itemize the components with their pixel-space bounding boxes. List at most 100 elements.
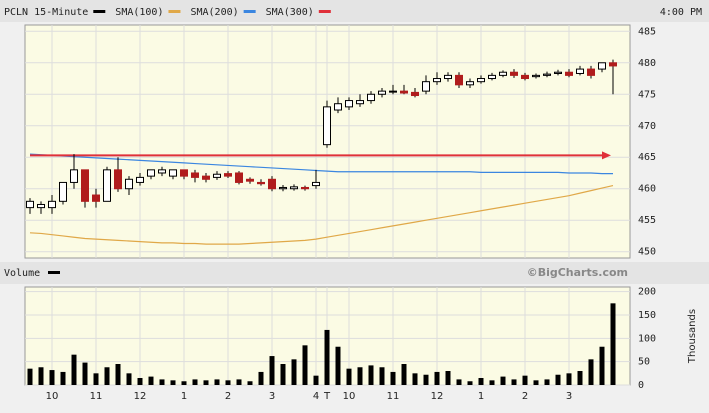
volume-bar	[159, 379, 165, 385]
candle-body	[444, 74, 452, 80]
candle-body	[532, 74, 540, 78]
candle-body	[389, 90, 397, 93]
volume-bar	[82, 362, 88, 385]
volume-bar	[555, 374, 561, 385]
y-tick-label: 485	[638, 26, 656, 37]
volume-bar	[335, 346, 341, 385]
volume-bar	[588, 359, 594, 385]
volume-bar	[434, 371, 440, 385]
x-tick-label: T	[323, 391, 331, 402]
time-label: 4:00 PM	[660, 7, 702, 18]
legend-swatch	[243, 10, 256, 13]
volume-bar	[324, 329, 330, 385]
candle-body	[290, 186, 298, 190]
volume-bar	[93, 373, 99, 385]
volume-bar	[566, 373, 572, 385]
candle-body	[466, 81, 474, 86]
candle-body	[48, 200, 56, 209]
candle-body	[455, 74, 463, 86]
x-tick-label: 11	[90, 391, 103, 402]
candle-body	[323, 106, 331, 146]
volume-bar	[511, 379, 517, 385]
volume-bar	[401, 364, 407, 385]
volume-title: Volume	[4, 268, 40, 279]
legend-swatch	[168, 10, 181, 13]
volume-bar	[500, 376, 506, 385]
volume-bar	[192, 379, 198, 385]
candle-body	[587, 68, 595, 76]
legend: PCLN 15-Minute SMA(100) SMA(200) SMA(300)	[4, 7, 331, 18]
candle-body	[136, 176, 144, 183]
candle-body	[433, 78, 441, 83]
volume-bar	[258, 371, 264, 385]
volume-bar	[27, 368, 33, 385]
x-tick-label: 12	[134, 391, 147, 402]
volume-bar	[533, 380, 539, 385]
candle-body	[37, 203, 45, 209]
candle-body	[334, 103, 342, 111]
legend-label: SMA(200)	[190, 7, 238, 18]
volume-bar	[423, 374, 429, 385]
volume-bar	[203, 380, 209, 385]
candle-body	[158, 169, 166, 174]
candle-body	[477, 78, 485, 83]
x-tick-label: 2	[522, 391, 528, 402]
candle-body	[565, 71, 573, 76]
volume-bar	[368, 365, 374, 385]
volume-bar	[225, 380, 231, 385]
credit: ©BigCharts.com	[527, 266, 628, 279]
candle-body	[125, 178, 133, 190]
volume-bar	[38, 367, 44, 385]
volume-bar	[280, 364, 286, 385]
volume-bar	[610, 303, 616, 385]
volume-bar	[291, 359, 297, 385]
x-tick-label: 2	[225, 391, 231, 402]
volume-bar	[357, 367, 363, 385]
candle-body	[312, 181, 320, 187]
volume-bar	[390, 371, 396, 385]
volume-bar	[115, 364, 121, 385]
candle-body	[59, 181, 67, 202]
candle-body	[268, 178, 276, 190]
y-tick-label: 100	[638, 333, 656, 344]
sma-line	[29, 153, 613, 175]
legend-label: SMA(300)	[266, 7, 314, 18]
volume-bar	[467, 381, 473, 385]
y-tick-label: 150	[638, 310, 656, 321]
volume-bar	[60, 371, 66, 385]
legend-swatch	[93, 10, 106, 13]
volume-bar	[236, 379, 242, 385]
header-bar	[0, 0, 709, 22]
volume-bar	[577, 371, 583, 385]
candle-body	[103, 169, 111, 202]
x-tick-label: 10	[46, 391, 59, 402]
legend-swatch	[318, 10, 331, 13]
y-tick-label: 460	[638, 184, 656, 195]
volume-bar	[71, 354, 77, 385]
legend-label: PCLN 15-Minute	[4, 7, 88, 18]
candle-body	[609, 62, 617, 67]
volume-bar	[49, 370, 55, 385]
volume-bar	[247, 381, 253, 385]
candle-body	[499, 71, 507, 76]
candle-body	[279, 186, 287, 190]
candle-body	[81, 169, 89, 202]
volume-header	[0, 262, 709, 284]
candle-body	[543, 73, 551, 76]
candle-body	[70, 169, 78, 183]
candle-body	[257, 181, 265, 185]
candle-body	[356, 100, 364, 105]
y-tick-label: 455	[638, 215, 656, 226]
y-tick-label: 200	[638, 287, 656, 298]
candle-body	[510, 71, 518, 76]
y-tick-label: 0	[638, 380, 644, 391]
candle-body	[147, 169, 155, 177]
x-tick-label: 1	[181, 391, 187, 402]
volume-bar	[137, 378, 143, 385]
volume-bar	[445, 371, 451, 385]
volume-bar	[599, 346, 605, 385]
candle-body	[367, 93, 375, 102]
candle-body	[554, 71, 562, 74]
volume-bar	[104, 367, 110, 385]
